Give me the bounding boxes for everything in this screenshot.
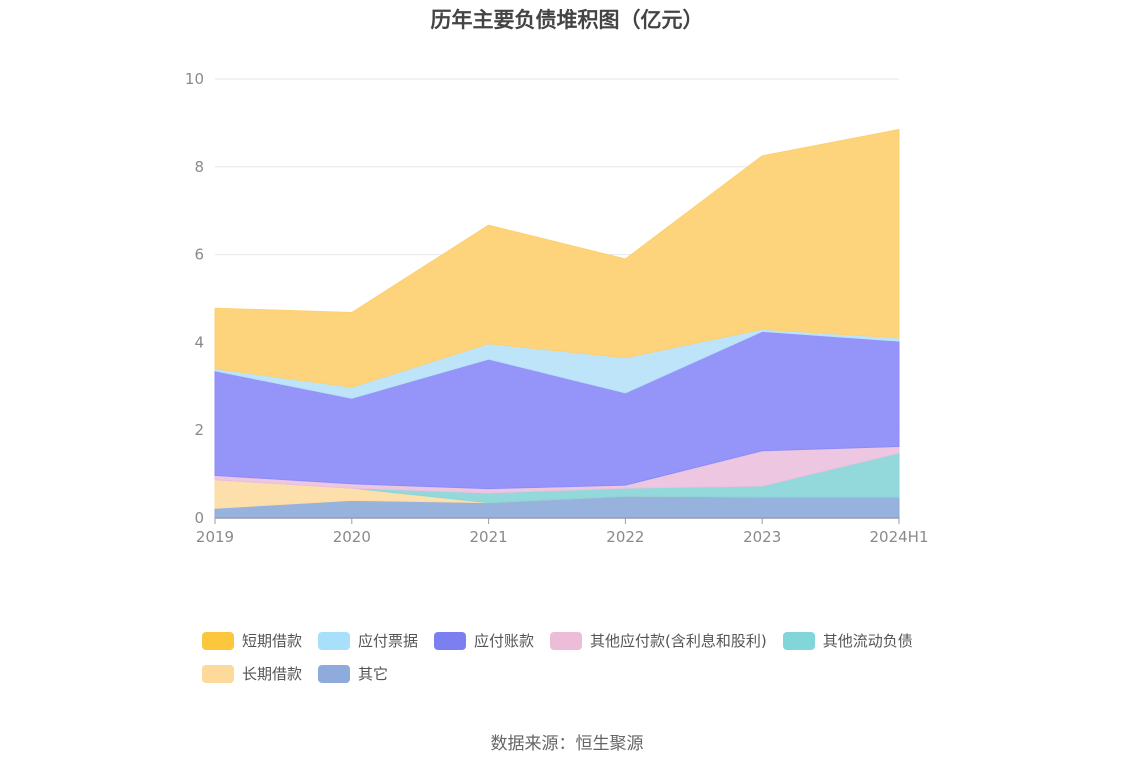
data-source: 数据来源：恒生聚源 xyxy=(490,734,644,754)
y-tick-label: 4 xyxy=(194,333,204,351)
legend-item[interactable]: 其他流动负债 xyxy=(782,630,913,651)
legend-label: 其他流动负债 xyxy=(822,632,913,650)
y-tick-label: 0 xyxy=(194,509,204,527)
y-tick-label: 2 xyxy=(194,421,204,439)
legend-item[interactable]: 短期借款 xyxy=(202,630,302,651)
legend-item[interactable]: 应付账款 xyxy=(434,630,534,651)
legend-item[interactable]: 应付票据 xyxy=(318,630,418,651)
x-axis-ticks: 2019 2020 2021 2022 2023 2024H1 xyxy=(196,518,929,546)
legend-label: 短期借款 xyxy=(242,632,303,650)
area-series xyxy=(214,128,900,519)
legend-label: 应付票据 xyxy=(358,632,419,650)
legend-item[interactable]: 其它 xyxy=(318,663,388,684)
y-tick-label: 8 xyxy=(194,158,204,176)
legend-label: 应付账款 xyxy=(474,632,535,650)
x-tick-label: 2022 xyxy=(606,528,644,546)
legend-swatch xyxy=(202,664,234,683)
y-axis-ticks: 0 2 4 6 8 10 xyxy=(185,70,204,527)
legend-swatch xyxy=(202,631,234,650)
legend-label: 其它 xyxy=(358,665,389,683)
legend-swatch xyxy=(434,631,467,650)
x-tick-label: 2023 xyxy=(743,528,781,546)
y-tick-label: 10 xyxy=(185,70,204,88)
x-tick-label: 2021 xyxy=(470,528,508,546)
area-series-6[interactable] xyxy=(214,128,900,388)
legend-swatch xyxy=(318,664,351,683)
legend-label: 其他应付款(含利息和股利) xyxy=(590,632,767,650)
x-tick-label: 2024H1 xyxy=(870,528,929,546)
legend-swatch xyxy=(318,631,351,650)
legend-item[interactable]: 长期借款 xyxy=(202,663,302,684)
legend: 短期借款 应付票据 应付账款 其他应付款(含利息和股利) 其他流动负债长期借款 其它 xyxy=(202,630,962,684)
x-tick-label: 2020 xyxy=(333,528,371,546)
legend-label: 长期借款 xyxy=(242,665,303,683)
legend-item[interactable]: 其他应付款(含利息和股利) xyxy=(550,630,767,651)
legend-swatch xyxy=(550,631,583,650)
chart-title: 历年主要负债堆积图（亿元） xyxy=(430,8,704,32)
x-tick-label: 2019 xyxy=(196,528,234,546)
y-tick-label: 6 xyxy=(194,246,204,264)
legend-swatch xyxy=(782,631,815,650)
